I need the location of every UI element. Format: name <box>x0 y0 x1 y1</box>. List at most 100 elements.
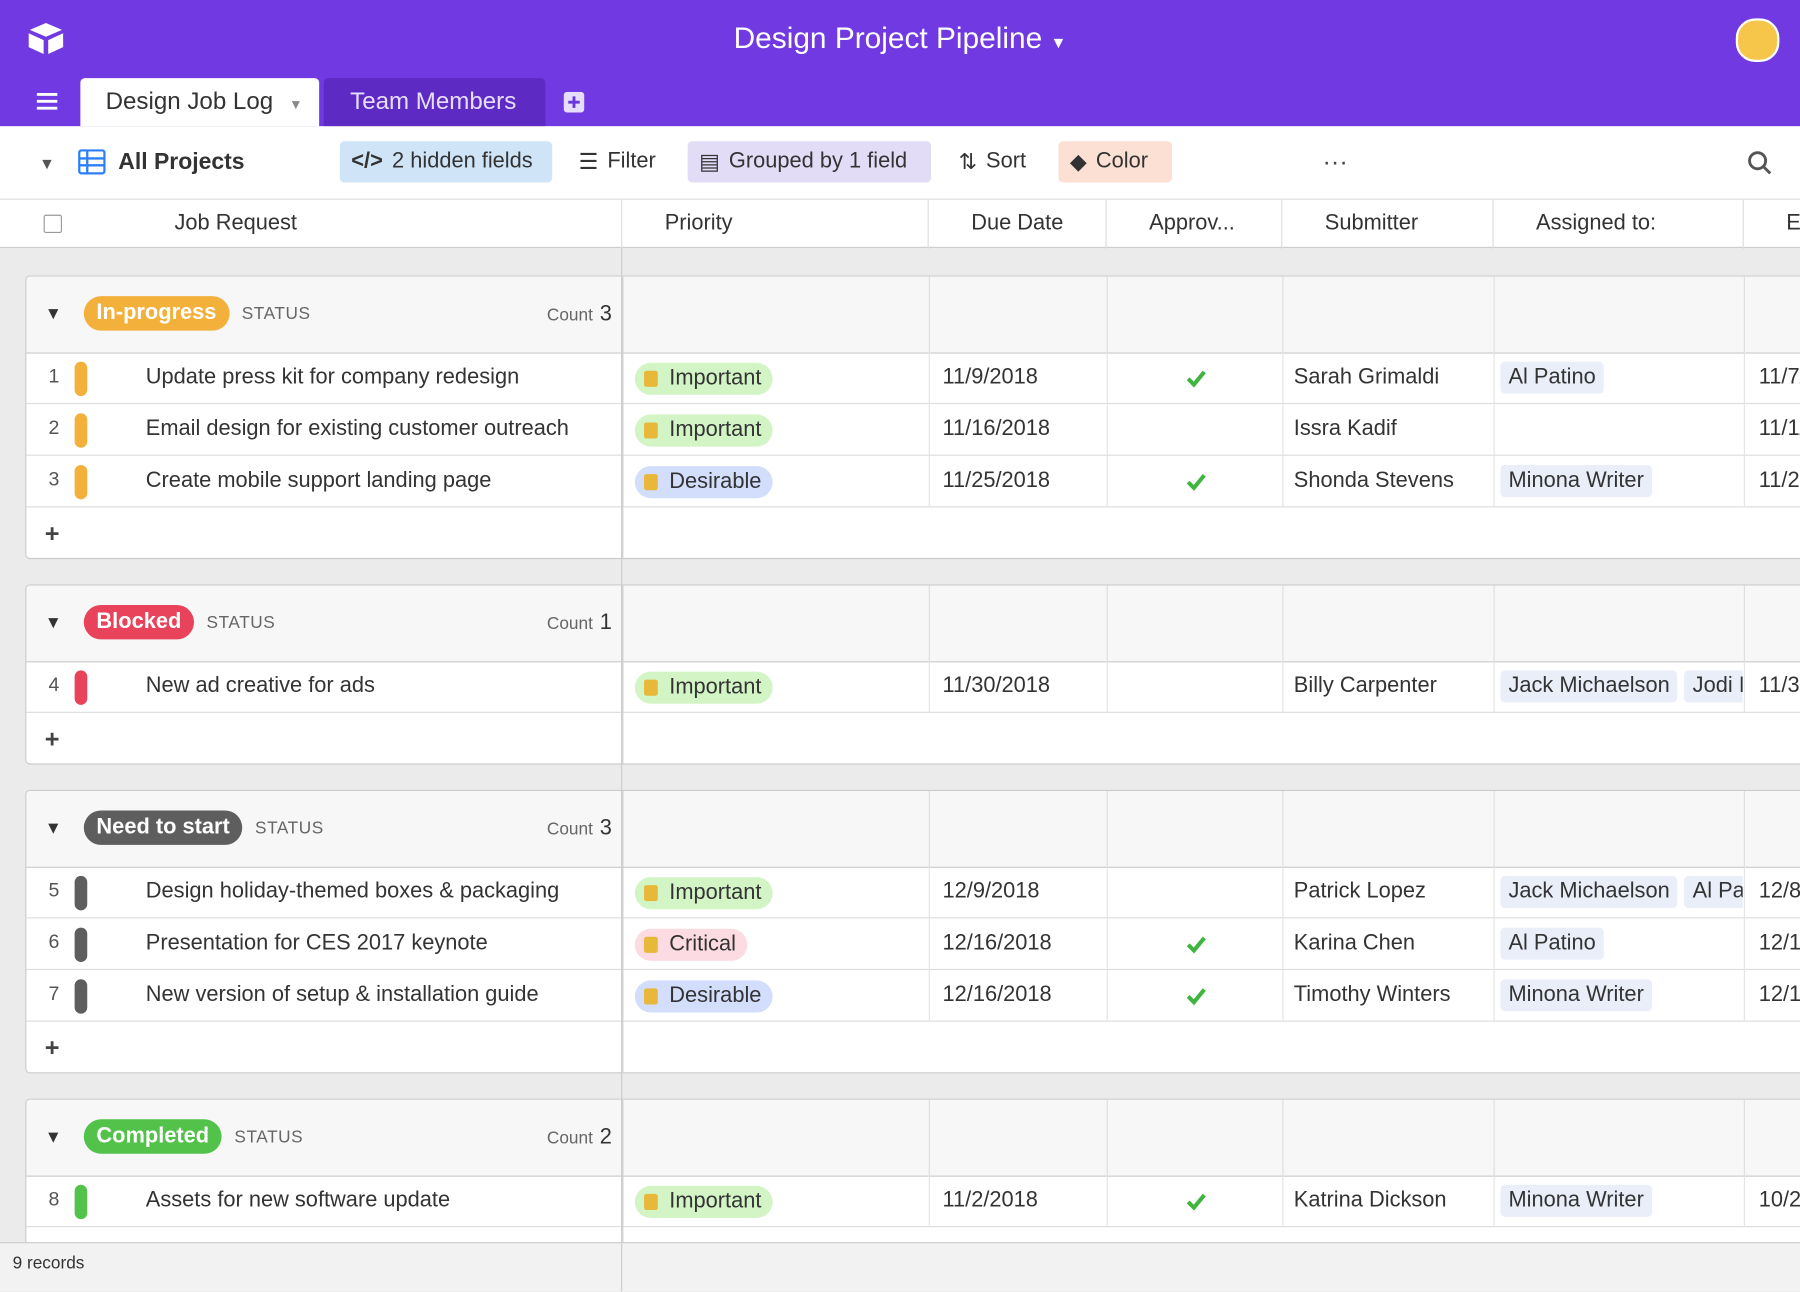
avatar[interactable] <box>1735 18 1780 62</box>
cell-divider <box>1106 276 1108 353</box>
submitter: Patrick Lopez <box>1293 879 1426 904</box>
priority-icon <box>644 988 658 1005</box>
row[interactable]: 8 Assets for new software update Important… <box>26 1175 1800 1228</box>
row[interactable]: 2 Email design for existing customer outr… <box>26 404 1800 456</box>
collapse[interactable]: ▼ <box>44 818 62 839</box>
group-label: Need to start STATUS <box>83 810 324 845</box>
column-title[interactable]: Approv... <box>1149 211 1235 236</box>
priority: Desirable <box>634 980 773 1013</box>
row[interactable]: 3 Create mobile support landing page Desir… <box>26 455 1800 508</box>
column-title[interactable]: Assigned to: <box>1536 211 1657 236</box>
row-number: 4 <box>48 673 60 696</box>
collapse[interactable]: ▼ <box>44 304 62 324</box>
group[interactable]: ▤ Grouped by 1 field <box>687 141 932 183</box>
pane-divider <box>622 585 624 764</box>
due-date: 11/30/2018 <box>942 673 1051 698</box>
column-divider <box>1492 199 1494 250</box>
cell-divider <box>1743 918 1745 971</box>
footer: 9 records <box>0 1242 1800 1292</box>
add-row[interactable]: + <box>26 507 1800 558</box>
cell-divider <box>1743 352 1745 405</box>
assigned: Al Patino <box>1500 927 1742 960</box>
count-value: 3 <box>599 301 612 327</box>
add-row[interactable]: + <box>26 1227 1800 1242</box>
approved-check <box>1186 370 1206 388</box>
group: ▼ Completed STATUS Count 2 8 Assets for new so… <box>25 1098 1800 1243</box>
grid: ▼ In-progress STATUS Count 3 1 Update press ki… <box>0 247 1800 1243</box>
color[interactable]: ◆ Color <box>1058 141 1173 183</box>
collapse[interactable]: ▼ <box>44 613 62 633</box>
job-request: Email design for existing customer outre… <box>145 416 569 441</box>
view-name[interactable]: All Projects <box>118 149 245 175</box>
cell-divider <box>1493 866 1495 919</box>
row[interactable]: 1 Update press kit for company redesign Im… <box>26 352 1800 405</box>
cell-divider <box>1106 1175 1108 1228</box>
sort[interactable]: ⇅ Sort <box>958 149 1027 174</box>
cell-divider <box>928 404 930 456</box>
column-title[interactable]: E <box>1786 211 1800 236</box>
count-label: Count <box>546 1128 593 1148</box>
cell-divider <box>1493 970 1495 1022</box>
due-date: 12/9/2018 <box>942 879 1040 904</box>
count-label: Count <box>546 305 593 325</box>
cell-divider <box>1493 352 1495 405</box>
count: Count 3 <box>547 302 612 327</box>
more[interactable]: ··· <box>1322 146 1348 176</box>
hidden-fields[interactable]: </> 2 hidden fields <box>339 141 553 183</box>
cell-divider <box>1743 661 1745 713</box>
column-title[interactable]: Priority <box>664 211 733 236</box>
cell-divider <box>928 352 930 405</box>
cell-divider <box>1106 1099 1108 1176</box>
menu-icon[interactable] <box>36 92 58 110</box>
count: Count 2 <box>547 1125 612 1150</box>
filter[interactable]: ☰ Filter <box>578 149 656 174</box>
job-request: Design holiday-themed boxes & packaging <box>145 879 560 904</box>
cell-divider <box>1282 1099 1284 1176</box>
cell-divider <box>1106 455 1108 508</box>
count: Count 1 <box>547 611 612 636</box>
add-row[interactable]: + <box>26 1022 1800 1073</box>
tab-active[interactable]: Design Job Log ▼ <box>80 78 320 127</box>
select-all[interactable] <box>43 214 62 234</box>
row[interactable]: 4 New ad creative for ads Important 11/30/2… <box>26 661 1800 713</box>
submitter: Billy Carpenter <box>1293 673 1437 698</box>
row[interactable]: 5 Design holiday-themed boxes & packaging… <box>26 866 1800 919</box>
column-title[interactable]: Job Request <box>174 211 297 236</box>
date-partial: 11/11 <box>1758 416 1800 441</box>
record-count: 9 records <box>12 1253 85 1274</box>
row-number: 6 <box>48 931 60 953</box>
cell-divider <box>1743 585 1745 662</box>
add-tab[interactable] <box>563 91 585 113</box>
group-header: ▼ Completed STATUS Count 2 <box>26 1099 1800 1177</box>
cell-divider <box>928 866 930 919</box>
pane-divider <box>622 276 624 558</box>
add-row[interactable]: + <box>26 713 1800 764</box>
priority-icon <box>644 422 658 439</box>
cell-divider <box>1282 866 1284 919</box>
column-title[interactable]: Submitter <box>1324 211 1419 236</box>
tab[interactable]: Team Members <box>323 78 546 127</box>
group-label: Blocked STATUS <box>83 604 276 640</box>
column-title[interactable]: Due Date <box>971 211 1064 236</box>
group: ▼ Blocked STATUS Count 1 4 New ad creative for… <box>25 584 1800 765</box>
priority-label: Desirable <box>669 469 762 494</box>
priority: Desirable <box>634 466 773 499</box>
collaborator: Jack Michaelson <box>1500 875 1678 909</box>
cell-divider <box>1743 276 1745 353</box>
cell-divider <box>1282 404 1284 456</box>
view-toggle[interactable]: ▼ <box>39 153 55 173</box>
row-number: 5 <box>48 879 60 902</box>
row[interactable]: 7 New version of setup & installation gui… <box>26 970 1800 1022</box>
approved-check <box>1186 1193 1206 1211</box>
cell-divider <box>928 455 930 508</box>
collapse[interactable]: ▼ <box>44 1127 62 1147</box>
assigned: Minona Writer <box>1500 464 1742 498</box>
row[interactable]: 6 Presentation for CES 2017 keynote Critic… <box>26 918 1800 971</box>
base-title[interactable]: Design Project Pipeline ▼ <box>733 20 1067 56</box>
assigned: Al Patino <box>1500 361 1742 394</box>
search[interactable] <box>1747 150 1772 175</box>
priority: Important <box>634 671 773 704</box>
status-bar <box>74 361 88 397</box>
cell-divider <box>928 661 930 713</box>
cell-divider <box>1106 970 1108 1022</box>
